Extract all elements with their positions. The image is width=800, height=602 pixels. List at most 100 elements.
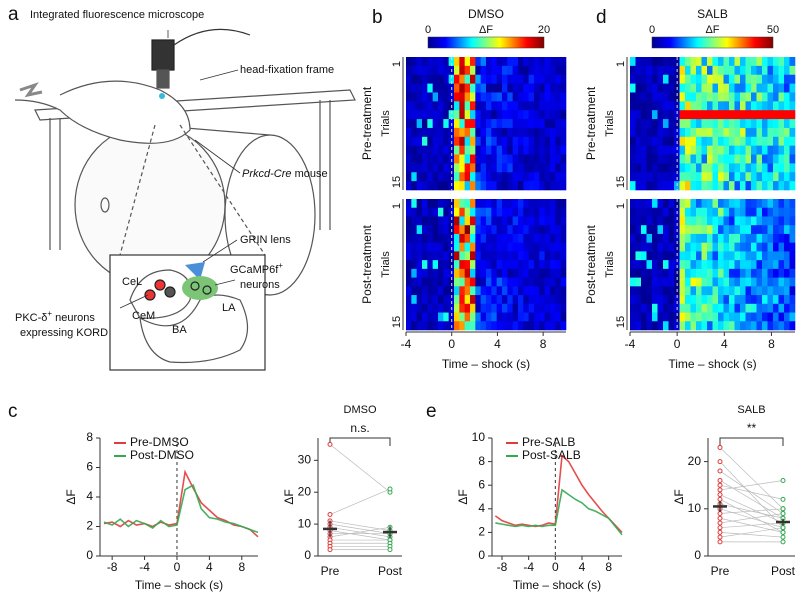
- heatmap-cell: [668, 321, 675, 331]
- heatmap-cell: [696, 268, 702, 278]
- heatmap-cell: [422, 57, 428, 67]
- heatmap-cell: [784, 303, 790, 313]
- heatmap-cell: [438, 286, 444, 296]
- heatmap-cell: [507, 303, 513, 313]
- heatmap-cell: [411, 154, 417, 164]
- heatmap-cell: [734, 251, 741, 261]
- heatmap-cell: [696, 172, 702, 182]
- heatmap-cell: [528, 225, 535, 235]
- heatmap-cell: [668, 154, 675, 164]
- dot: [327, 441, 333, 447]
- heatmap-cell: [523, 136, 529, 146]
- heatmap-cell: [475, 321, 481, 331]
- heatmap-cell: [635, 181, 642, 191]
- heatmap-cell: [422, 312, 428, 322]
- heatmap-cell: [685, 154, 691, 164]
- heatmap-cell: [778, 225, 785, 235]
- heatmap-cell: [635, 83, 642, 93]
- heatmap-cell: [652, 303, 658, 313]
- heatmap-cell: [778, 65, 785, 76]
- heatmap-cell: [773, 321, 779, 331]
- heatmap-cell: [480, 74, 487, 84]
- heatmap-cell: [438, 101, 444, 111]
- heatmap-cell: [718, 295, 724, 305]
- heatmap-cell: [630, 216, 636, 226]
- heatmap-cell: [630, 154, 636, 164]
- heatmap-cell: [502, 119, 508, 129]
- heatmap-cell: [635, 251, 642, 261]
- heatmap-cell: [491, 233, 497, 243]
- heatmap-cell: [427, 127, 433, 138]
- heatmap-cell: [454, 119, 460, 129]
- heatmap-cell: [668, 181, 675, 191]
- heatmap-cell: [406, 251, 412, 261]
- heatmap-cell: [454, 145, 460, 155]
- heatmap-cell: [630, 268, 636, 278]
- heatmap-cell: [657, 295, 664, 305]
- x-tick-label: -4: [401, 337, 412, 351]
- heatmap-cell: [464, 242, 471, 252]
- heatmap-cell: [464, 136, 471, 146]
- heatmap-cell: [784, 260, 790, 270]
- heatmap-cell: [762, 127, 768, 138]
- heatmap-cell: [652, 199, 658, 209]
- heatmap-cell: [544, 119, 551, 129]
- heatmap-cell: [422, 225, 428, 235]
- heatmap-cell: [427, 110, 433, 120]
- heatmap-cell: [784, 181, 790, 191]
- heatmap-cell: [784, 233, 790, 243]
- label: LA: [222, 302, 236, 314]
- heatmap-cell: [773, 83, 779, 93]
- heatmap-cell: [475, 65, 481, 76]
- heatmap-cell: [422, 119, 428, 129]
- heatmap-cell: [406, 92, 412, 102]
- heatmap-cell: [657, 110, 664, 120]
- heatmap-cell: [470, 181, 476, 191]
- heatmap-cell: [712, 286, 719, 296]
- heatmap-cell: [422, 154, 428, 164]
- heatmap-cell: [475, 312, 481, 322]
- heatmap-cell: [778, 268, 785, 278]
- heatmap-cell: [734, 154, 741, 164]
- heatmap-cell: [480, 286, 487, 296]
- heatmap-cell: [486, 199, 492, 209]
- heatmap-cell: [668, 145, 675, 155]
- heatmap-cell: [438, 172, 444, 182]
- heatmap-cell: [502, 321, 508, 331]
- heatmap-cell: [432, 136, 439, 146]
- heatmap-cell: [767, 295, 774, 305]
- line: [103, 469, 259, 538]
- heatmap-cell: [734, 181, 741, 191]
- heatmap-cell: [762, 101, 768, 111]
- heatmap-cell: [512, 277, 519, 287]
- heatmap-cell: [454, 74, 460, 84]
- heatmap-cell: [784, 110, 790, 120]
- heatmap-cell: [646, 65, 653, 76]
- heatmap-cell: [539, 172, 545, 182]
- heatmap-cell: [427, 233, 433, 243]
- heatmap-cell: [475, 295, 481, 305]
- heatmap-cell: [555, 251, 561, 261]
- row-label: Pre-treatment: [360, 86, 374, 160]
- heatmap-cell: [539, 268, 545, 278]
- heatmap-cell: [496, 172, 503, 182]
- heatmap-cell: [663, 286, 669, 296]
- heatmap-cell: [416, 277, 423, 287]
- heatmap-cell: [762, 233, 768, 243]
- heatmap-cell: [740, 207, 746, 217]
- heatmap-cell: [534, 295, 540, 305]
- heatmap-cell: [641, 295, 647, 305]
- heatmap-cell: [491, 251, 497, 261]
- heatmap-cell: [701, 181, 708, 191]
- heatmap-cell: [789, 260, 796, 270]
- heatmap-cell: [657, 286, 664, 296]
- heatmap-cell: [745, 154, 752, 164]
- panel-letter: b: [372, 7, 383, 28]
- heatmap-cell: [480, 163, 487, 173]
- heatmap-cell: [475, 225, 481, 235]
- heatmap-cell: [718, 233, 724, 243]
- heatmap-cell: [652, 127, 658, 138]
- trial-label: 15: [615, 176, 627, 188]
- heatmap-cell: [534, 312, 540, 322]
- heatmap-cell: [443, 216, 449, 226]
